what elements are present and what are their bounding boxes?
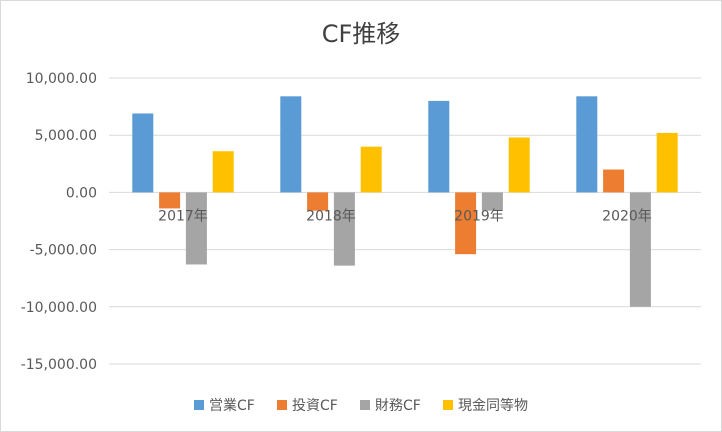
legend: 営業CF 投資CF 財務CF 現金同等物 <box>194 397 528 414</box>
legend-swatch <box>360 400 370 410</box>
x-category-label: 2020年 <box>602 208 652 224</box>
bar-4-2 <box>360 146 382 193</box>
bar-2-1 <box>159 192 181 209</box>
legend-swatch <box>277 400 287 410</box>
bar-2-2 <box>307 192 329 211</box>
x-category-label: 2019年 <box>454 208 504 224</box>
bar-1-4 <box>576 96 598 193</box>
legend-swatch <box>194 400 204 410</box>
legend-label: 投資CF <box>292 398 338 414</box>
bar-1-2 <box>280 96 302 193</box>
y-tick-label: -5,000.00 <box>30 243 97 259</box>
bar-1-3 <box>428 100 450 193</box>
gridlines <box>109 77 701 365</box>
bars <box>132 96 678 307</box>
y-axis-tick-labels: 10,000.00 5,000.00 0.00 -5,000.00 -10,000.00… <box>21 71 97 373</box>
bar-4-1 <box>212 151 234 193</box>
bar-4-3 <box>508 137 530 193</box>
legend-label: 現金同等物 <box>458 397 528 414</box>
x-category-label: 2017年 <box>158 208 208 224</box>
bar-3-2 <box>333 192 355 266</box>
legend-swatch <box>443 400 453 410</box>
bar-1-1 <box>132 113 154 193</box>
x-category-label: 2018年 <box>306 208 356 224</box>
y-tick-label: -10,000.00 <box>21 300 97 316</box>
bar-2-4 <box>603 169 625 193</box>
y-tick-label: 0.00 <box>66 185 97 201</box>
y-tick-label: -15,000.00 <box>21 357 97 373</box>
x-axis-category-labels: 2017年 2018年 2019年 2020年 <box>158 208 652 224</box>
bar-3-4 <box>629 192 651 307</box>
y-tick-label: 10,000.00 <box>26 71 97 87</box>
legend-label: 財務CF <box>375 398 421 414</box>
bar-4-4 <box>656 132 678 193</box>
legend-label: 営業CF <box>209 398 255 414</box>
y-tick-label: 5,000.00 <box>35 128 97 144</box>
bar-3-3 <box>481 192 503 211</box>
bar-2-3 <box>455 192 477 255</box>
chart-title: CF推移 <box>322 20 401 48</box>
bar-3-1 <box>185 192 207 265</box>
